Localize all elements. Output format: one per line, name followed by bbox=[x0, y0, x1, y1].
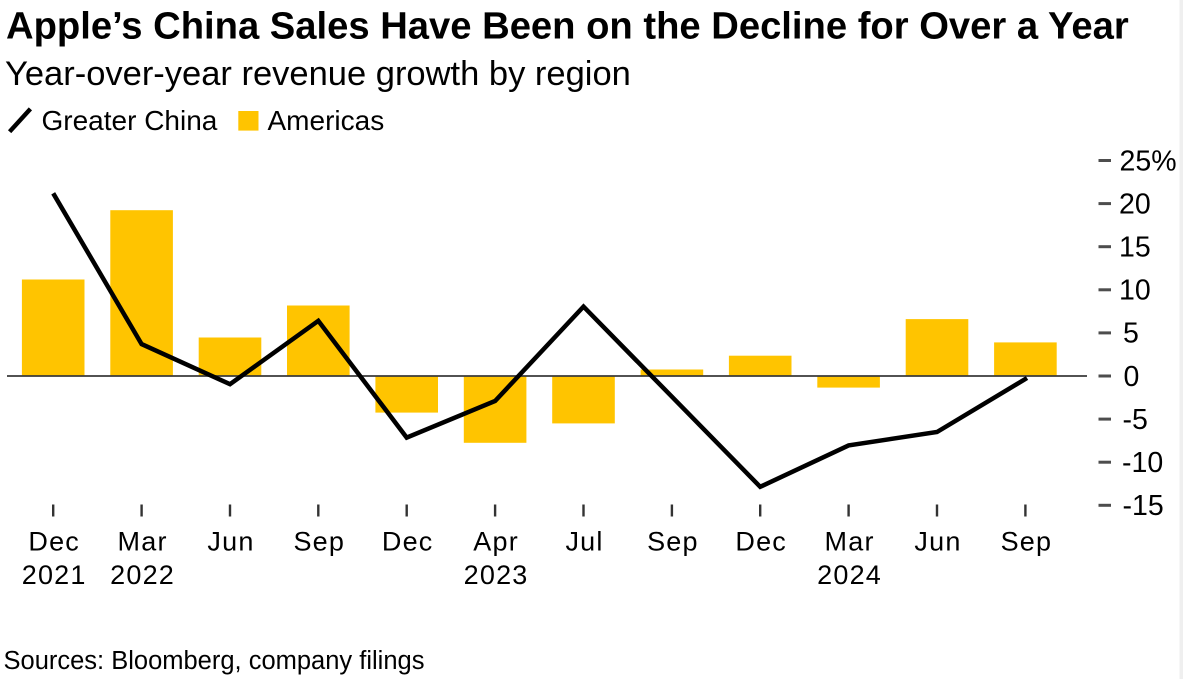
svg-text:Year-over-year revenue growth: Year-over-year revenue growth by region bbox=[5, 55, 631, 93]
svg-text:2021: 2021 bbox=[22, 560, 87, 590]
svg-text:Americas: Americas bbox=[268, 105, 385, 136]
svg-text:Jun: Jun bbox=[914, 527, 961, 557]
svg-text:Apr: Apr bbox=[473, 527, 519, 557]
svg-text:Sep: Sep bbox=[647, 527, 699, 557]
svg-text:10: 10 bbox=[1119, 275, 1151, 307]
svg-text:Mar: Mar bbox=[118, 527, 168, 557]
svg-text:2022: 2022 bbox=[110, 560, 175, 590]
svg-text:Mar: Mar bbox=[825, 527, 875, 557]
svg-text:2023: 2023 bbox=[464, 560, 529, 590]
svg-text:20: 20 bbox=[1119, 188, 1151, 220]
svg-text:Jun: Jun bbox=[207, 527, 254, 557]
svg-text:Dec: Dec bbox=[382, 527, 434, 557]
svg-text:Greater China: Greater China bbox=[42, 105, 218, 136]
svg-text:2024: 2024 bbox=[817, 560, 882, 590]
svg-text:Sep: Sep bbox=[1001, 527, 1053, 557]
svg-text:Sep: Sep bbox=[293, 527, 345, 557]
svg-text:Dec: Dec bbox=[28, 527, 80, 557]
svg-text:5: 5 bbox=[1123, 318, 1139, 350]
svg-text:-5: -5 bbox=[1123, 404, 1148, 436]
svg-text:0: 0 bbox=[1124, 361, 1140, 393]
svg-text:Dec: Dec bbox=[735, 527, 787, 557]
svg-text:Apple’s China Sales Have Been: Apple’s China Sales Have Been on the Dec… bbox=[6, 4, 1129, 47]
svg-text:-15: -15 bbox=[1123, 490, 1164, 522]
svg-text:Jul: Jul bbox=[565, 527, 603, 557]
svg-text:-10: -10 bbox=[1122, 447, 1163, 479]
svg-text:15: 15 bbox=[1119, 232, 1151, 264]
svg-text:25%: 25% bbox=[1120, 145, 1177, 177]
svg-text:Sources: Bloomberg, company fi: Sources: Bloomberg, company filings bbox=[4, 647, 425, 675]
